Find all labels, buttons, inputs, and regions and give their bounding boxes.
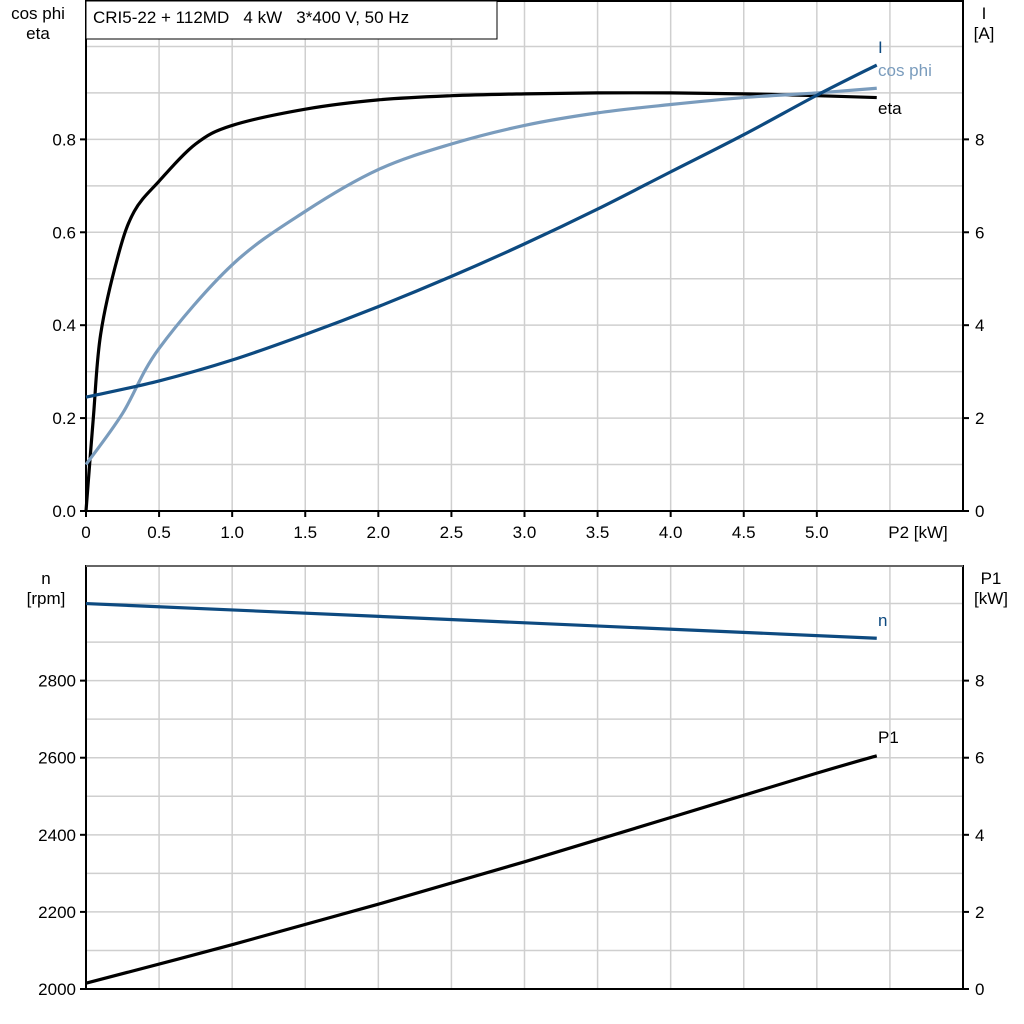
y-axis-label: [rpm] (27, 589, 66, 608)
series-line-cos-phi (84, 86, 877, 466)
y2-tick-label: 6 (975, 749, 984, 768)
x-tick-label: 3.5 (586, 523, 610, 542)
y-tick-label: 0.6 (52, 223, 76, 242)
y-tick-label: 2600 (38, 749, 76, 768)
y2-tick-label: 0 (975, 980, 984, 999)
x-tick-label: 5.0 (805, 523, 829, 542)
y2-tick-label: 2 (975, 409, 984, 428)
series-line-i (85, 63, 878, 399)
title-box (85, 0, 498, 40)
series-label-n: n (878, 611, 887, 630)
y2-axis-label: P1 (981, 569, 1002, 588)
chart-panel-1 (80, 565, 969, 990)
y2-tick-label: 0 (975, 502, 984, 521)
y-tick-label: 0.8 (52, 130, 76, 149)
series-line-eta (84, 91, 877, 512)
chart-panel-0 (80, 0, 969, 517)
y-axis-label: n (41, 569, 50, 588)
x-tick-label: 2.0 (367, 523, 391, 542)
y2-tick-label: 2 (975, 903, 984, 922)
y2-tick-label: 4 (975, 826, 984, 845)
x-tick-label: 4.0 (659, 523, 683, 542)
y2-axis-label: [kW] (974, 589, 1008, 608)
x-tick-label: 0 (81, 523, 90, 542)
y2-tick-label: 8 (975, 672, 984, 691)
y-tick-label: 2800 (38, 672, 76, 691)
y2-axis-label: [A] (974, 24, 995, 43)
y-tick-label: 0.0 (52, 502, 76, 521)
y2-tick-label: 8 (975, 130, 984, 149)
y-tick-label: 2200 (38, 903, 76, 922)
y-tick-label: 0.2 (52, 409, 76, 428)
y-tick-label: 2000 (38, 980, 76, 999)
series-label-eta: eta (878, 99, 902, 118)
y-tick-label: 0.4 (52, 316, 76, 335)
x-tick-label: 1.0 (220, 523, 244, 542)
x-axis-label: P2 [kW] (888, 523, 948, 542)
x-tick-label: 2.5 (440, 523, 464, 542)
y-axis-label: cos phi (11, 4, 65, 23)
y-axis-label: eta (26, 24, 50, 43)
y2-tick-label: 4 (975, 316, 984, 335)
x-tick-label: 0.5 (147, 523, 171, 542)
x-tick-label: 4.5 (732, 523, 756, 542)
series-label-p1: P1 (878, 728, 899, 747)
y-tick-label: 2400 (38, 826, 76, 845)
series-line-n (85, 601, 877, 640)
x-tick-label: 3.0 (513, 523, 537, 542)
x-tick-label: 1.5 (293, 523, 317, 542)
y2-axis-label: I (982, 4, 987, 23)
y2-tick-label: 6 (975, 223, 984, 242)
series-label-i: I (878, 38, 883, 57)
series-label-cos-phi: cos phi (878, 61, 932, 80)
chart-title: CRI5-22 + 112MD 4 kW 3*400 V, 50 Hz (93, 8, 409, 27)
series-line-p1 (85, 754, 878, 985)
